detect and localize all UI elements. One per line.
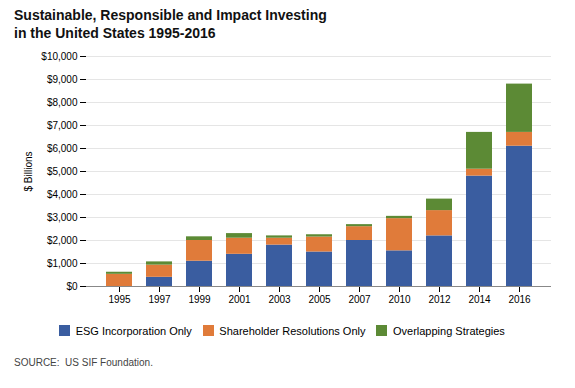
svg-text:$1,000: $1,000 (47, 258, 78, 269)
svg-text:$8,000: $8,000 (47, 97, 78, 108)
svg-text:$10,000: $10,000 (41, 51, 78, 62)
html-text:Sustainable, Responsible and I: Sustainable, Responsible and Impact Inve… (14, 7, 327, 23)
svg-text:2016: 2016 (508, 294, 531, 305)
svg-text:1995: 1995 (108, 294, 131, 305)
svg-text:$9,000: $9,000 (47, 74, 78, 85)
svg-text:2010: 2010 (388, 294, 411, 305)
svg-text:$ Billions: $ Billions (23, 151, 34, 191)
svg-text:$0: $0 (66, 281, 78, 292)
svg-text:$4,000: $4,000 (47, 189, 78, 200)
svg-text:$7,000: $7,000 (47, 120, 78, 131)
svg-text:2003: 2003 (268, 294, 291, 305)
svg-text:2001: 2001 (228, 294, 251, 305)
svg-text:2005: 2005 (308, 294, 331, 305)
svg-text:2014: 2014 (468, 294, 491, 305)
svg-text:$2,000: $2,000 (47, 235, 78, 246)
html-text:Overlapping Strategies: Overlapping Strategies (393, 324, 505, 337)
svg-text:2012: 2012 (428, 294, 451, 305)
svg-text:1997: 1997 (148, 294, 171, 305)
svg-text:1999: 1999 (188, 294, 211, 305)
html-text:Shareholder Resolutions Only: Shareholder Resolutions Only (219, 324, 366, 337)
svg-text:$3,000: $3,000 (47, 212, 78, 223)
svg-text:$6,000: $6,000 (47, 143, 78, 154)
svg-text:$5,000: $5,000 (47, 166, 78, 177)
html-text:SOURCE: US SIF Foundation.: SOURCE: US SIF Foundation. (14, 356, 153, 368)
svg-text:2007: 2007 (348, 294, 371, 305)
html-text:ESG Incorporation Only: ESG Incorporation Only (75, 324, 192, 337)
html-text:in the United States 1995-2016: in the United States 1995-2016 (14, 25, 216, 41)
